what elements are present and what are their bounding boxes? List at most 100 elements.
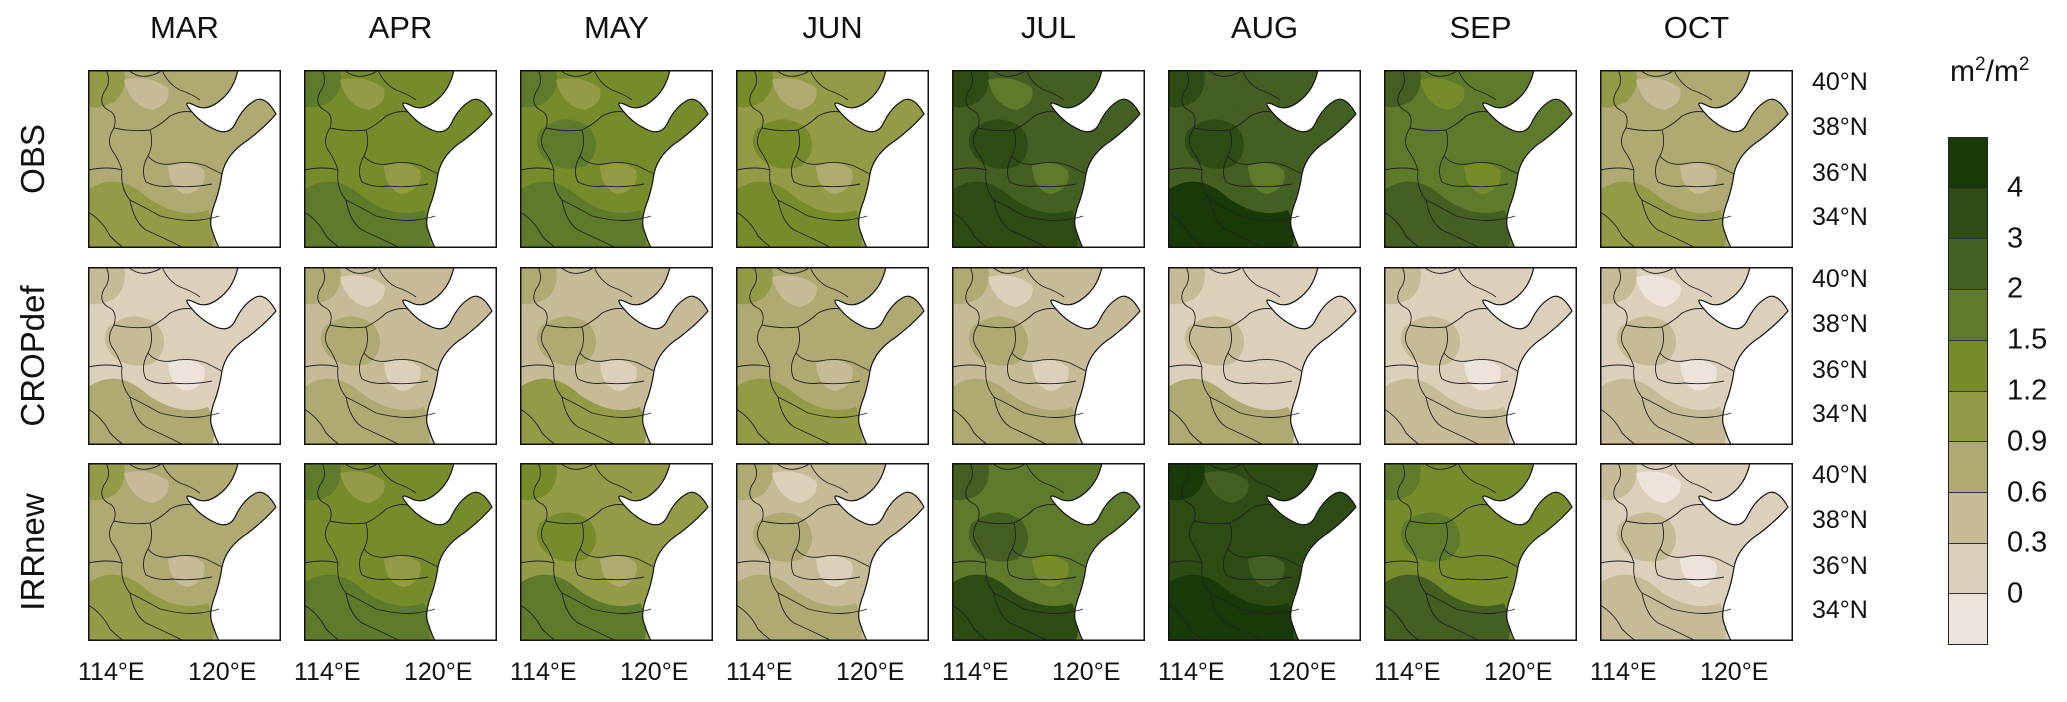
map-panel-cropdef-mar xyxy=(88,267,281,445)
province-border xyxy=(359,352,429,385)
province-border xyxy=(736,408,773,445)
province-border xyxy=(593,70,633,101)
lon-label: 120°E xyxy=(1484,658,1553,686)
lai-patch xyxy=(520,574,647,641)
map-panel-obs-jun xyxy=(736,70,929,248)
lat-label: 34°N xyxy=(1812,596,1868,624)
province-border xyxy=(1397,463,1516,614)
province-border xyxy=(88,604,125,641)
lai-patch xyxy=(124,275,169,307)
map-panel-cropdef-aug xyxy=(1168,267,1361,445)
colorbar-segment xyxy=(1949,238,1987,290)
map-panel-irrnew-mar xyxy=(88,463,281,641)
colorbar-segment xyxy=(1949,491,1987,543)
province-border xyxy=(579,522,655,568)
lon-label: 114°E xyxy=(78,658,145,686)
map-panel-cropdef-jul xyxy=(952,267,1145,445)
lai-patch xyxy=(320,512,381,562)
province-border xyxy=(1600,408,1637,445)
province-border xyxy=(161,463,201,494)
colorbar-segment xyxy=(1949,593,1987,645)
panel-frame xyxy=(520,267,713,445)
province-border xyxy=(377,267,417,298)
province-border xyxy=(736,211,773,248)
province-border xyxy=(1384,167,1419,171)
province-border xyxy=(977,111,1057,132)
coastline xyxy=(834,70,925,248)
province-border xyxy=(965,70,1084,221)
month-label-may: MAY xyxy=(584,10,649,45)
province-border xyxy=(761,308,841,329)
province-border xyxy=(533,267,652,418)
province-border xyxy=(791,155,861,188)
coastline xyxy=(1266,463,1357,641)
sea-area xyxy=(186,70,281,248)
province-border xyxy=(1613,267,1732,418)
sea-area xyxy=(1482,70,1577,248)
province-border xyxy=(317,70,436,221)
province-border xyxy=(345,396,401,445)
province-border xyxy=(343,267,379,274)
lai-patch xyxy=(1420,78,1465,110)
province-border xyxy=(1209,199,1265,248)
panel-frame xyxy=(952,267,1145,445)
lai-patch xyxy=(104,512,165,562)
province-border xyxy=(993,396,1049,445)
sea-area xyxy=(618,267,713,445)
colorbar-tick-label: 3 xyxy=(2007,222,2024,255)
lai-patch xyxy=(736,378,863,445)
province-border xyxy=(736,364,771,368)
coastline xyxy=(1698,267,1789,445)
lai-patch xyxy=(1420,471,1465,503)
province-border xyxy=(113,111,193,132)
colorbar-segment xyxy=(1949,441,1987,492)
province-border xyxy=(1625,111,1705,132)
province-border xyxy=(1639,267,1675,274)
month-label-apr: APR xyxy=(368,10,433,45)
lai-patch xyxy=(104,316,165,366)
province-border xyxy=(329,504,409,525)
sea-area xyxy=(1050,267,1145,445)
map-panel-cropdef-oct xyxy=(1600,267,1793,445)
coastline xyxy=(186,463,277,641)
province-border xyxy=(1613,70,1732,221)
lon-label: 114°E xyxy=(1158,658,1225,686)
province-border xyxy=(1397,267,1516,418)
province-border xyxy=(579,129,655,175)
province-border xyxy=(304,364,339,368)
lai-patch xyxy=(556,78,601,110)
sea-area xyxy=(1266,267,1361,445)
lat-label: 40°N xyxy=(1812,265,1868,293)
colorbar-tick-label: 4 xyxy=(2007,171,2024,204)
panel-frame xyxy=(736,70,929,248)
lat-label: 38°N xyxy=(1812,506,1868,534)
map-panel-cropdef-jun xyxy=(736,267,929,445)
map-panel-irrnew-may xyxy=(520,463,713,641)
lai-patch xyxy=(1168,181,1295,248)
row-label-cropdef: CROPdef xyxy=(14,285,51,427)
province-border xyxy=(1011,129,1087,175)
coastline xyxy=(1266,267,1357,445)
province-border xyxy=(559,267,595,274)
colorbar-tick-label: 0.3 xyxy=(2007,526,2048,559)
coastline xyxy=(1482,267,1573,445)
province-border xyxy=(1223,548,1293,581)
panel-frame xyxy=(520,463,713,641)
province-border xyxy=(1397,70,1516,221)
province-border xyxy=(1025,463,1065,494)
lon-label: 120°E xyxy=(1700,658,1769,686)
lon-label: 120°E xyxy=(836,658,905,686)
province-border xyxy=(363,522,439,568)
lai-patch xyxy=(988,275,1033,307)
province-border xyxy=(1384,604,1421,641)
province-border xyxy=(1655,548,1725,581)
province-border xyxy=(791,352,861,385)
province-border xyxy=(533,463,652,614)
province-border xyxy=(761,504,841,525)
province-border xyxy=(1223,155,1293,188)
province-border xyxy=(88,211,125,248)
lai-patch xyxy=(1616,512,1677,562)
province-border xyxy=(575,352,645,385)
province-border xyxy=(317,267,436,418)
province-border xyxy=(161,70,201,101)
